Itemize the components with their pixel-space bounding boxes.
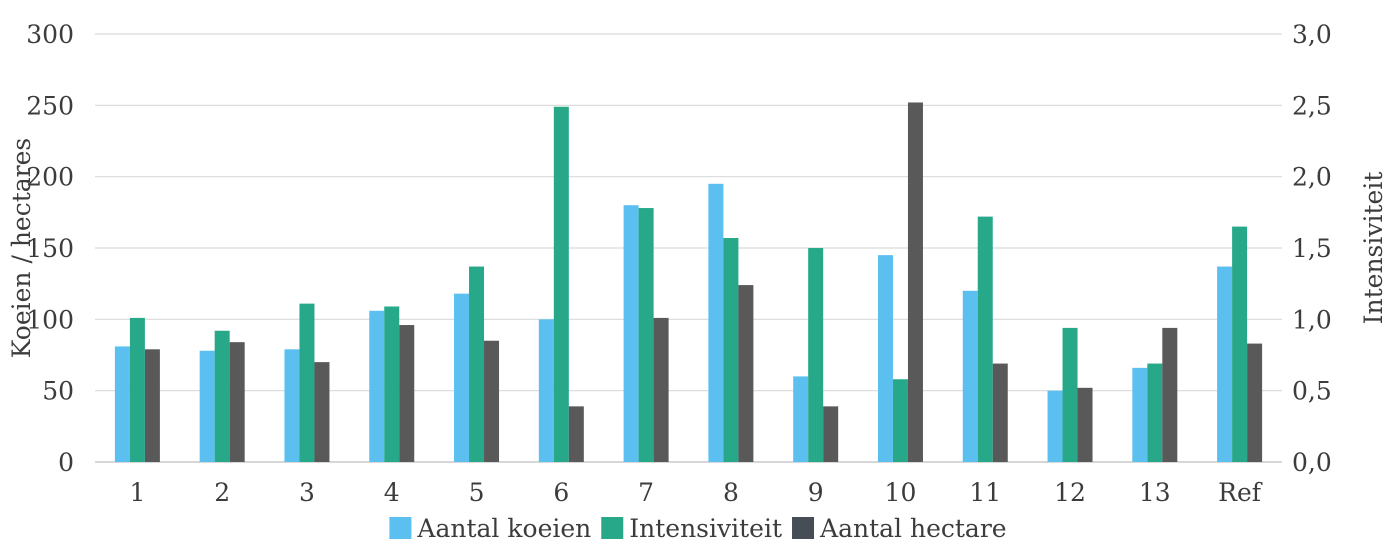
right-axis-title: Intensiviteit — [1359, 172, 1388, 325]
legend-swatch — [792, 517, 815, 539]
y2-tick-label: 0,5 — [1292, 377, 1332, 406]
y2-tick-label: 2,5 — [1292, 91, 1332, 120]
bar-aantal-koeien — [284, 349, 300, 462]
bar-aantal-hectare — [1077, 387, 1093, 462]
bar-aantal-koeien — [623, 205, 639, 462]
x-tick-label: 3 — [299, 478, 315, 507]
bar-aantal-hectare — [992, 363, 1008, 462]
x-tick-label: 6 — [553, 478, 569, 507]
bar-aantal-hectare — [399, 325, 415, 462]
gridlines — [95, 33, 1282, 463]
bar-aantal-hectare — [1247, 343, 1263, 462]
bar-intensiviteit — [638, 208, 654, 462]
legend-swatch — [389, 517, 412, 539]
bar-aantal-koeien — [1047, 390, 1063, 462]
x-tick-label: 13 — [1139, 478, 1171, 507]
legend-label: Intensiviteit — [629, 514, 782, 543]
bar-aantal-hectare — [907, 102, 923, 462]
legend-swatch — [601, 517, 624, 539]
y-tick-label: 50 — [42, 377, 74, 406]
x-tick-label: 10 — [885, 478, 917, 507]
bar-intensiviteit — [1062, 327, 1078, 462]
bar-aantal-koeien — [454, 293, 470, 462]
bar-intensiviteit — [977, 216, 993, 462]
bar-aantal-koeien — [114, 346, 130, 462]
bar-intensiviteit — [384, 306, 400, 462]
bar-aantal-koeien — [1132, 367, 1148, 462]
x-tick-label: 2 — [214, 478, 230, 507]
bar-aantal-koeien — [1217, 266, 1233, 462]
y2-tick-label: 1,5 — [1292, 234, 1332, 263]
bar-aantal-koeien — [962, 290, 978, 462]
y2-tick-label: 3,0 — [1292, 20, 1332, 49]
bar-intensiviteit — [1147, 363, 1163, 462]
left-axis-title: Koeien / hectares — [7, 138, 36, 358]
x-tick-label: 5 — [469, 478, 485, 507]
bar-aantal-hectare — [484, 340, 500, 462]
y-tick-label: 0 — [58, 448, 74, 477]
bar-intensiviteit — [553, 106, 569, 462]
bar-aantal-koeien — [199, 350, 215, 462]
y-tick-label: 100 — [26, 305, 74, 334]
bar-aantal-hectare — [738, 285, 754, 462]
bar-intensiviteit — [129, 317, 145, 462]
y2-tick-label: 0,0 — [1292, 448, 1332, 477]
bar-intensiviteit — [299, 303, 315, 462]
legend-label: Aantal hectare — [819, 514, 1007, 543]
y2-tick-label: 1,0 — [1292, 305, 1332, 334]
bar-intensiviteit — [892, 379, 908, 462]
bar-aantal-hectare — [823, 406, 839, 462]
bar-aantal-hectare — [568, 406, 584, 462]
y-tick-label: 300 — [26, 20, 74, 49]
left-axis-ticks: 0 50 100 150 200 250 300 — [26, 20, 74, 477]
bar-aantal-hectare — [653, 317, 669, 462]
bar-aantal-koeien — [877, 255, 893, 462]
y-tick-label: 250 — [26, 91, 74, 120]
bar-aantal-hectare — [314, 362, 330, 462]
bar-intensiviteit — [214, 330, 230, 462]
x-axis-ticks: 1 2 3 4 5 6 7 8 9 10 11 12 13 Ref — [129, 478, 1262, 507]
y-tick-label: 150 — [26, 234, 74, 263]
x-tick-label: 1 — [129, 478, 145, 507]
y2-tick-label: 2,0 — [1292, 163, 1332, 192]
bar-intensiviteit — [1232, 226, 1248, 462]
legend-label: Aantal koeien — [416, 514, 591, 543]
bar-aantal-koeien — [369, 310, 385, 462]
bar-aantal-hectare — [144, 349, 160, 462]
bars — [114, 102, 1263, 463]
x-tick-label: 4 — [384, 478, 400, 507]
x-tick-label: 11 — [969, 478, 1001, 507]
bar-intensiviteit — [469, 266, 485, 462]
y-tick-label: 200 — [26, 163, 74, 192]
bar-aantal-koeien — [708, 183, 724, 463]
x-tick-label: 12 — [1054, 478, 1086, 507]
right-axis-ticks: 0,0 0,5 1,0 1,5 2,0 2,5 3,0 — [1292, 20, 1332, 477]
x-tick-label: 9 — [808, 478, 824, 507]
bar-aantal-koeien — [538, 319, 554, 462]
bar-aantal-hectare — [1162, 327, 1178, 462]
bar-aantal-koeien — [793, 376, 809, 462]
x-tick-label: 7 — [638, 478, 654, 507]
bar-aantal-hectare — [229, 342, 245, 462]
x-tick-label: 8 — [723, 478, 739, 507]
bar-intensiviteit — [723, 238, 739, 462]
x-tick-label: Ref — [1218, 478, 1263, 507]
legend: Aantal koeien Intensiviteit Aantal hectare — [389, 514, 1007, 543]
bar-intensiviteit — [808, 248, 824, 462]
